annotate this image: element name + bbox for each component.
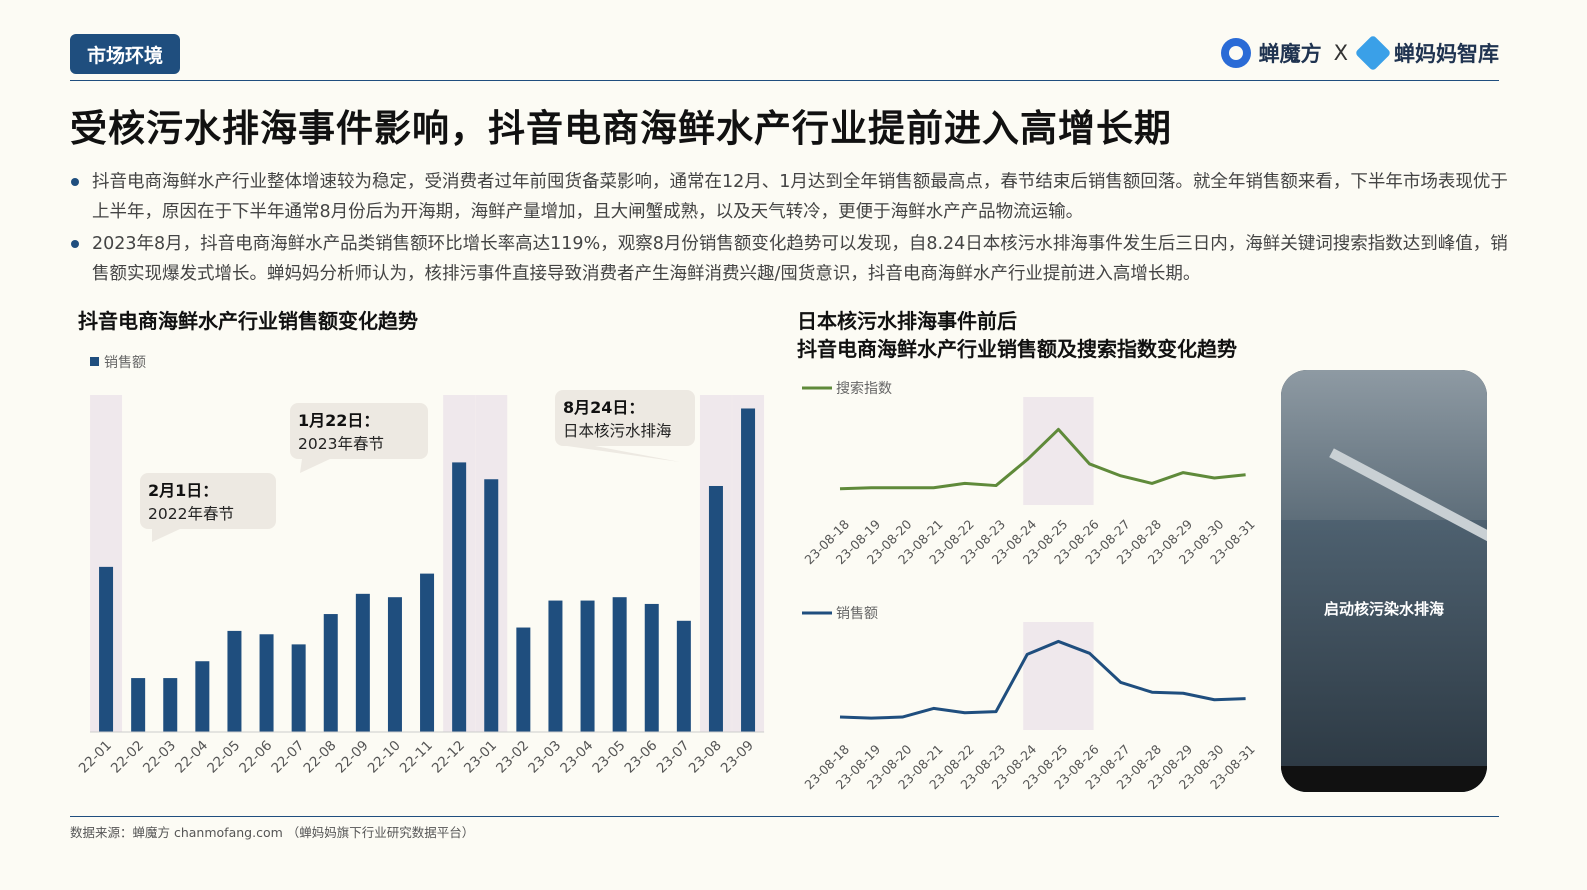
x-tick-label: 22-02 [108,738,147,777]
bottom-divider [70,816,1499,817]
x-tick-label: 22-04 [172,738,211,777]
highlight-band [1023,397,1094,505]
callout-tail [300,459,330,473]
phone-sky [1281,370,1487,520]
bar [708,485,723,732]
right-chart-title-line2: 抖音电商海鲜水产行业销售额及搜索指数变化趋势 [797,337,1237,361]
legend-label: 销售额 [104,355,146,371]
bar [323,614,338,732]
x-tick-label: 23-04 [557,738,596,777]
callout-title: 1月22日： [298,411,379,430]
bar [99,566,114,732]
x-tick-label: 23-07 [654,738,693,777]
callout-title: 2月1日： [148,481,218,500]
page-title: 受核污水排海事件影响，抖音电商海鲜水产行业提前进入高增长期 [70,107,1172,150]
x-tick-label: 23-01 [461,738,500,777]
bar [259,634,274,732]
bar [644,603,659,732]
top-divider [70,80,1499,81]
callout-text: 2022年春节 [148,505,234,523]
bullet-1: 抖音电商海鲜水产行业整体增速较为稳定，受消费者过年前囤货备菜影响，通常在12月、… [70,167,1510,227]
annotation-callout: 1月22日： 2023年春节 [290,403,428,473]
series-line [839,427,1246,491]
news-video-screenshot: 启动核污染水排海 [1281,370,1487,792]
right-chart-title: 日本核污水排海事件前后 抖音电商海鲜水产行业销售额及搜索指数变化趋势 [797,307,1237,363]
summary-bullets: 抖音电商海鲜水产行业整体增速较为稳定，受消费者过年前囤货备菜影响，通常在12月、… [70,167,1510,291]
bar [355,593,370,732]
legend-swatch [90,357,99,366]
bar [195,661,210,732]
x-tick-label: 23-09 [718,738,757,777]
sales-line-chart: 销售额23-08-1823-08-1923-08-2023-08-2123-08… [801,606,1257,792]
left-chart-title: 抖音电商海鲜水产行业销售额变化趋势 [78,309,418,333]
search-index-line-chart: 搜索指数23-08-1823-08-1923-08-2023-08-2123-0… [801,380,1257,567]
bar [548,600,563,732]
phone-bottom-bar [1281,766,1487,792]
bar [131,678,146,732]
x-tick-label: 23-06 [622,738,661,777]
phone-caption: 启动核污染水排海 [1323,600,1444,618]
legend-label: 销售额 [836,606,878,622]
brand-left: 蝉魔方 [1258,42,1322,66]
bar [420,573,435,732]
brand-right: 蝉妈妈智库 [1394,42,1499,66]
callout-text: 日本核污水排海 [563,422,672,440]
annotation-callout: 8月24日： 日本核污水排海 [555,390,695,462]
right-chart-title-line1: 日本核污水排海事件前后 [797,309,1017,333]
x-tick-label: 22-05 [204,738,243,777]
x-tick-label: 22-06 [236,738,275,777]
brand-logos: 蝉魔方 X 蝉妈妈智库 [1220,34,1499,72]
x-tick-label: 22-09 [333,738,372,777]
legend-label: 搜索指数 [836,380,892,397]
x-tick-label: 22-08 [301,738,340,777]
bar [741,408,756,732]
bar [291,644,306,732]
bar [163,678,178,732]
callout-tail [152,529,180,542]
bar [580,600,595,732]
x-tick-label: 23-02 [493,738,532,777]
callout-box [140,473,276,529]
x-tick-label: 22-07 [268,738,307,777]
bar [227,630,242,732]
bar [452,462,467,732]
bar [612,597,627,732]
chanmofang-logo-icon [1220,38,1251,68]
callout-box [555,390,695,446]
x-tick-label: 22-10 [365,738,404,777]
annotation-callout: 2月1日： 2022年春节 [140,473,276,542]
x-tick-label: 22-11 [397,738,436,777]
callout-title: 8月24日： [563,398,644,417]
callout-text: 2023年春节 [298,435,384,453]
sales-bar-chart: 销售额22-0122-0222-0322-0422-0522-0622-0722… [76,355,765,777]
bar [387,597,402,732]
x-tick-label: 23-05 [589,738,628,777]
bar [484,479,499,732]
chanmama-logo-icon [1354,34,1392,72]
bar [676,620,691,732]
brand-separator: X [1333,41,1348,65]
series-line [839,639,1246,720]
callout-box [290,403,428,459]
x-tick-label: 23-03 [525,738,564,777]
bar [516,627,531,732]
bullet-2: 2023年8月，抖音电商海鲜水产品类销售额环比增长率高达119%，观察8月份销售… [70,229,1510,289]
data-source: 数据来源：蝉魔方 chanmofang.com （蝉妈妈旗下行业研究数据平台） [70,825,475,840]
x-tick-label: 22-12 [429,738,468,777]
section-tag: 市场环境 [70,34,180,74]
callout-tail [567,446,680,462]
x-tick-label: 22-03 [140,738,179,777]
phone-sea [1281,520,1487,792]
highlight-band [1023,622,1094,730]
x-tick-label: 23-08 [686,738,725,777]
x-tick-label: 22-01 [76,738,115,777]
